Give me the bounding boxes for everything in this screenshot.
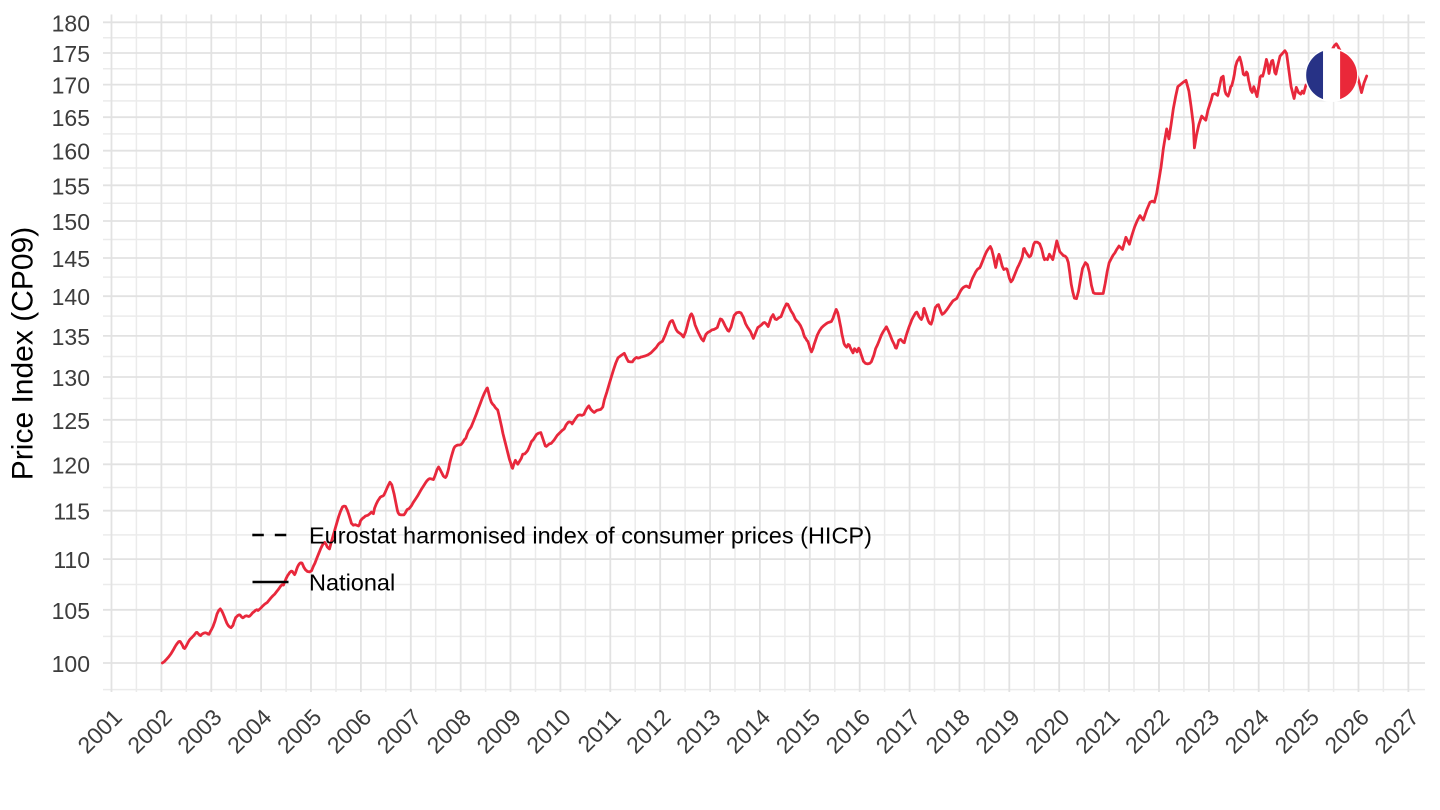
svg-text:135: 135 <box>52 324 90 350</box>
svg-text:Price Index (CP09): Price Index (CP09) <box>7 227 40 480</box>
svg-text:165: 165 <box>52 105 90 131</box>
svg-text:120: 120 <box>52 452 90 478</box>
svg-text:170: 170 <box>52 73 90 99</box>
svg-text:180: 180 <box>52 10 90 36</box>
svg-text:105: 105 <box>52 598 90 624</box>
svg-text:115: 115 <box>53 499 90 525</box>
svg-text:110: 110 <box>53 547 90 573</box>
svg-text:145: 145 <box>52 246 90 272</box>
svg-text:Eurostat harmonised index of c: Eurostat harmonised index of consumer pr… <box>309 523 872 549</box>
svg-text:140: 140 <box>52 284 90 310</box>
svg-text:National: National <box>309 570 395 596</box>
svg-text:175: 175 <box>52 41 90 67</box>
svg-text:125: 125 <box>52 408 90 434</box>
svg-text:130: 130 <box>52 365 90 391</box>
svg-text:150: 150 <box>52 209 90 235</box>
svg-text:160: 160 <box>52 139 90 165</box>
svg-text:155: 155 <box>52 173 90 199</box>
svg-text:100: 100 <box>52 651 90 677</box>
